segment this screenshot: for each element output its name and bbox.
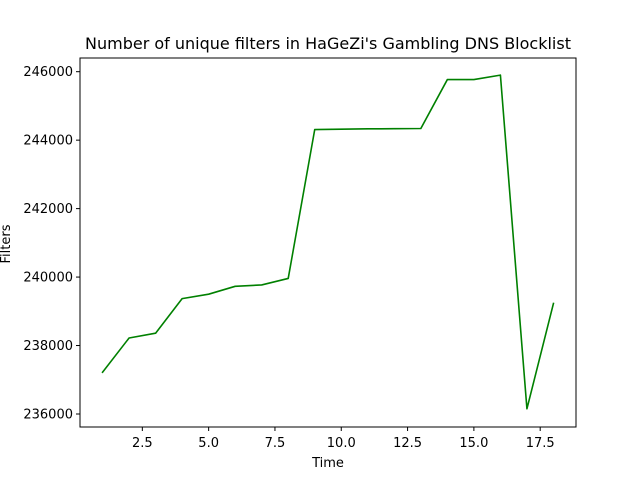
x-tick-label: 5.0 bbox=[198, 436, 219, 451]
x-tick-label: 7.5 bbox=[265, 436, 286, 451]
axes-frame bbox=[79, 57, 577, 428]
x-tick-label: 2.5 bbox=[132, 436, 153, 451]
chart-title: Number of unique filters in HaGeZi's Gam… bbox=[85, 34, 571, 53]
x-tick-label: 15.0 bbox=[459, 436, 488, 451]
y-tick-label: 238000 bbox=[23, 339, 73, 354]
y-tick-label: 246000 bbox=[23, 65, 73, 80]
y-axis-label: Filters bbox=[0, 224, 14, 263]
x-axis-label: Time bbox=[311, 456, 344, 471]
y-tick-label: 242000 bbox=[23, 202, 73, 217]
series-line-0 bbox=[101, 74, 555, 410]
y-tick-label: 236000 bbox=[23, 407, 73, 422]
y-tick-label: 244000 bbox=[23, 134, 73, 149]
plot-area: 2.5 5.0 7.5 10.0 12.5 15.0 17.5 236000 238000 240… bbox=[23, 57, 577, 451]
x-tick-label: 10.0 bbox=[327, 436, 356, 451]
x-tick-label: 12.5 bbox=[393, 436, 422, 451]
y-tick-label: 240000 bbox=[23, 271, 73, 286]
x-tick-label: 17.5 bbox=[526, 436, 555, 451]
